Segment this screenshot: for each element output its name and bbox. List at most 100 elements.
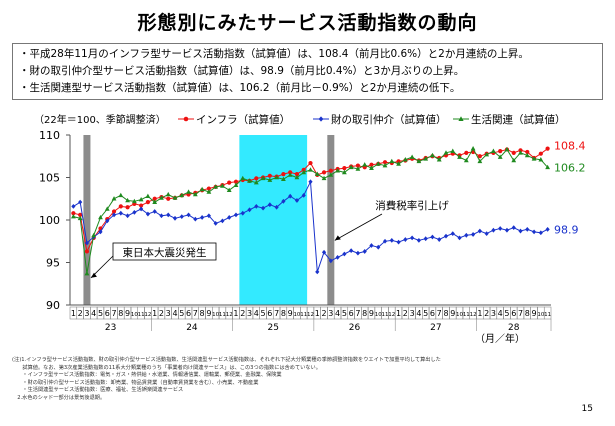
month-label: 9 (450, 309, 455, 318)
data-point (274, 204, 279, 210)
data-point (159, 213, 164, 219)
month-label: 11 (300, 312, 307, 318)
month-label: 1 (233, 309, 238, 318)
month-label: 10 (212, 312, 219, 318)
month-label: 8 (443, 309, 448, 318)
data-point (193, 216, 198, 222)
data-point (288, 193, 293, 199)
data-point (511, 225, 516, 231)
data-point (240, 210, 245, 216)
month-label: 3 (166, 309, 171, 318)
data-point (491, 227, 496, 233)
data-point (498, 149, 503, 154)
year-label: 26 (349, 323, 361, 333)
data-point (138, 197, 144, 202)
month-label: 3 (328, 309, 333, 318)
month-label: 8 (525, 309, 530, 318)
data-point (145, 200, 151, 205)
data-point (355, 163, 361, 168)
data-point (382, 238, 388, 244)
data-point (260, 205, 266, 211)
month-label: 12 (144, 312, 151, 318)
y-tick-label: 105 (39, 172, 60, 185)
month-label: 5 (98, 309, 103, 318)
data-point (538, 151, 543, 156)
month-label: 6 (349, 309, 354, 318)
data-point (253, 180, 259, 185)
data-point (281, 172, 286, 177)
month-label: 3 (84, 309, 89, 318)
data-point (538, 230, 543, 236)
end-value-label: 108.4 (554, 140, 586, 153)
summary-box: ・平成28年11月のインフラ型サービス活動指数（試算値）は、108.4（前月比0… (12, 43, 603, 100)
annotation-tax-hike: 消費税率引上げ (375, 199, 449, 212)
data-point (497, 154, 503, 159)
data-point (348, 164, 354, 170)
y-tick-label: 95 (46, 257, 60, 270)
data-point (545, 226, 550, 232)
data-point (118, 210, 123, 216)
data-point (308, 160, 313, 166)
data-point (152, 199, 158, 204)
legend-marker (458, 116, 464, 121)
data-point (118, 192, 124, 198)
legend-label: インフラ（試算値） (196, 113, 290, 126)
data-point (172, 195, 178, 200)
data-point (152, 196, 157, 201)
month-label: 6 (105, 309, 110, 318)
data-point (125, 197, 130, 203)
data-point (125, 205, 130, 210)
data-point (294, 198, 300, 203)
footnote-line: 2.水色のシャド一部分は景気後退期。 (12, 394, 106, 401)
data-point (321, 175, 327, 181)
year-label: 25 (268, 323, 279, 333)
month-label: 10 (375, 312, 382, 318)
data-point (233, 182, 239, 187)
data-point (233, 212, 239, 218)
month-label: 1 (396, 309, 401, 318)
data-point (186, 212, 191, 218)
month-label: 12 (470, 312, 477, 318)
data-point (260, 175, 266, 181)
data-point (328, 168, 333, 173)
year-label: 23 (105, 323, 116, 333)
data-point (71, 204, 76, 209)
month-label: 8 (118, 309, 123, 318)
data-point (308, 167, 313, 172)
year-label: 28 (508, 323, 520, 333)
event-bar (83, 135, 91, 305)
data-point (321, 249, 327, 255)
data-point (369, 162, 374, 167)
data-point (186, 189, 191, 194)
data-point (206, 213, 211, 219)
data-point (328, 172, 334, 177)
month-label: 10 (456, 312, 463, 318)
month-label: 2 (484, 309, 489, 318)
data-point (206, 189, 212, 194)
data-point (233, 179, 239, 184)
annotation-leader (334, 213, 383, 241)
data-point (98, 214, 103, 220)
data-point (410, 235, 415, 241)
data-point (78, 212, 83, 217)
month-label: 2 (78, 309, 83, 318)
data-point (525, 226, 530, 232)
data-point (314, 171, 320, 176)
data-point (287, 172, 293, 177)
data-point (342, 166, 347, 171)
data-point (477, 158, 483, 164)
data-point (457, 154, 462, 159)
month-label: 10 (537, 312, 544, 318)
data-point (247, 178, 252, 183)
data-point (301, 169, 307, 175)
month-label: 8 (362, 309, 367, 318)
month-label: 5 (423, 309, 428, 318)
data-point (213, 184, 219, 189)
footnote-line: (注)1.インフラ型サービス活動指数、財の取引仲介型サービス活動指数、生活関連型… (12, 357, 441, 363)
month-label: 1 (71, 309, 76, 318)
month-label: 1 (152, 309, 157, 318)
data-point (226, 187, 232, 193)
data-point (145, 193, 151, 198)
month-label: 2 (403, 309, 408, 318)
footnote-line: 試算値。なお、第3次産業活動指数の11系大分類業種のうち「事業者向け関連サービス… (12, 364, 321, 371)
